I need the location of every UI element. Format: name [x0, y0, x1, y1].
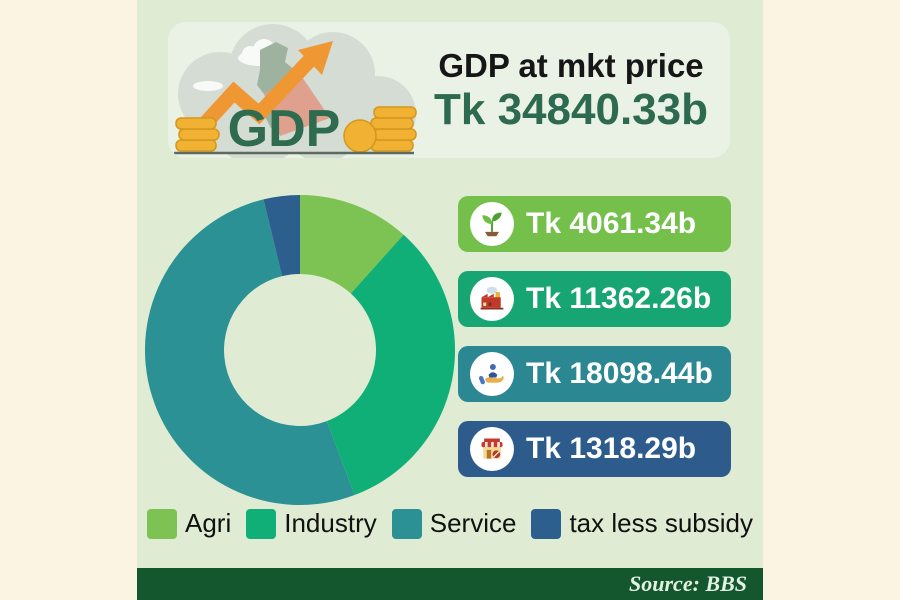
pill-value-industry: Tk 11362.26b: [526, 282, 712, 315]
donut-chart: [144, 195, 456, 506]
legend-item-agri: Agri: [147, 508, 231, 539]
legend-item-industry: Industry: [246, 508, 377, 539]
legend-label-tax: tax less subsidy: [569, 508, 753, 538]
legend-label-agri: Agri: [185, 508, 232, 538]
donut-svg: [144, 195, 456, 506]
gdp-logo-text: GDP: [228, 100, 341, 158]
shop-icon: [470, 427, 514, 471]
value-pills: Tk 4061.34b Tk 11362.26b: [458, 196, 731, 477]
pill-value-agri: Tk 4061.34b: [526, 207, 697, 240]
footer-bar: Source: BBS: [137, 568, 763, 600]
pill-value-service: Tk 18098.44b: [526, 357, 713, 390]
donut-slice-industry: [326, 234, 456, 496]
header-title: GDP at mkt price: [438, 47, 704, 84]
legend-swatch-service: [391, 508, 422, 539]
source-label: Source: BBS: [629, 571, 747, 596]
value-pill-industry: Tk 11362.26b: [458, 271, 731, 327]
value-pill-service: Tk 18098.44b: [458, 346, 731, 402]
factory-icon: [470, 277, 514, 321]
header-text: GDP at mkt price Tk 34840.33b: [420, 22, 730, 158]
arrow-up-icon: [186, 41, 333, 144]
gdp-illustration-svg: GDP: [174, 24, 417, 158]
header-amount: Tk 34840.33b: [434, 84, 708, 134]
donut-slice-tax-less-subsidy: [263, 195, 300, 277]
seedling-icon: [470, 202, 514, 246]
legend-item-tax: tax less subsidy: [531, 508, 753, 539]
legend-item-service: Service: [391, 508, 517, 539]
legend: Agri Industry Service tax less subsidy: [137, 508, 763, 539]
pill-value-tax: Tk 1318.29b: [526, 432, 697, 465]
legend-swatch-tax: [531, 508, 562, 539]
content-column: GDP GDP at mkt price Tk 34840.33b Tk 406…: [137, 0, 763, 600]
legend-swatch-industry: [246, 508, 277, 539]
header-card: GDP GDP at mkt price Tk 34840.33b: [168, 22, 730, 158]
donut-slice-agri: [300, 195, 404, 294]
coins-icon: [175, 106, 417, 153]
value-pill-tax: Tk 1318.29b: [458, 421, 731, 477]
value-pill-agri: Tk 4061.34b: [458, 196, 731, 252]
donut-slice-service: [144, 199, 355, 506]
legend-label-service: Service: [429, 508, 517, 538]
gdp-logo-illustration: GDP: [168, 22, 420, 158]
legend-label-industry: Industry: [284, 508, 377, 538]
hand-service-icon: [470, 352, 514, 396]
legend-swatch-agri: [147, 508, 177, 539]
